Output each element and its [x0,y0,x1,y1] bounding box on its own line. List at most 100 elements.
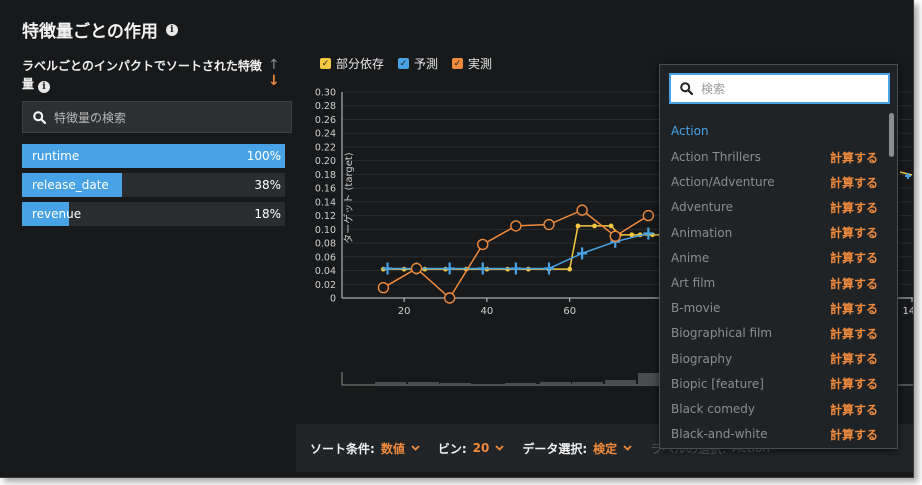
y-tick-label: 0.28 [315,101,336,112]
y-tick-label: 0.20 [315,156,336,167]
dropdown-item-label: Art film [671,276,716,290]
data-point-actual [576,204,588,216]
dropdown-item[interactable]: Action/Adventure 計算する [671,172,886,192]
dropdown-item-label: Biography [671,351,733,366]
feature-row[interactable]: release_date 38% [22,173,285,197]
y-tick-label: 0 [330,294,336,305]
legend-label: 実測 [468,57,493,71]
data-point-partial-dependence [575,223,581,229]
dropdown-item[interactable]: Art film 計算する [671,273,886,293]
legend-item[interactable]: ✓ 実測 [452,55,492,72]
data-selection-control[interactable]: データ選択: 検定 [522,440,632,457]
label-search-placeholder: 検索 [701,82,726,96]
sort-descending-icon[interactable]: ↓ [268,73,280,89]
dropdown-item[interactable]: Biography 計算する [671,349,886,369]
legend-label: 予測 [414,57,439,71]
data-point-predicted [382,262,393,275]
histogram-bar [605,380,636,385]
compute-link[interactable]: 計算する [829,427,878,442]
dropdown-item-label: Black-and-white [671,427,768,442]
x-tick-label: 20 [398,306,411,317]
dropdown-item-label: Biographical film [671,326,773,341]
sort-description-text: ラベルごとのインパクトでソートされた特徴量 [22,59,262,91]
search-icon [680,82,693,95]
histogram-bar [572,382,603,385]
data-point-partial-dependence [608,223,614,229]
dropdown-item[interactable]: B-movie 計算する [671,298,886,318]
page-title: 特徴量ごとの作用 i [22,17,178,42]
data-point-predicted [477,262,488,275]
data-point-actual [477,238,489,251]
compute-link[interactable]: 計算する [829,301,878,316]
sort-control-value: 数値 [380,441,405,456]
compute-link[interactable]: 計算する [829,175,878,190]
data-point-actual [510,220,522,232]
dropdown-item[interactable]: Animation 計算する [671,223,886,243]
info-icon[interactable]: i [38,81,51,93]
info-icon[interactable]: i [165,23,178,36]
dropdown-item-label: Animation [671,225,733,240]
feature-search-input[interactable]: 特徴量の検索 [22,101,292,133]
dropdown-item[interactable]: Biopic [feature] 計算する [671,374,886,394]
y-tick-label: 0.14 [315,197,336,208]
sort-control-label: ソート条件: [310,441,375,456]
dropdown-item[interactable]: Black-and-white 計算する [671,424,886,444]
legend-item[interactable]: ✓ 部分依存 [320,55,384,72]
compute-link[interactable]: 計算する [829,352,878,367]
label-dropdown: 検索 Action Action Thrillers 計算する Action/Adv… [659,64,898,449]
series-line-partial-dependence-continued [899,171,913,176]
feature-impact-bar [22,173,122,197]
dropdown-item[interactable]: Black comedy 計算する [671,399,886,419]
data-point-actual [642,209,655,222]
feature-name: runtime [32,149,80,163]
x-tick-label: 60 [563,306,576,317]
y-tick-label: 0.26 [315,115,336,126]
bin-control[interactable]: ビン: 20 [438,440,505,457]
feature-name: release_date [32,178,109,192]
histogram-bar [540,382,571,385]
data-point-predicted [544,262,554,275]
dropdown-item[interactable]: Anime 計算する [671,248,886,268]
feature-row[interactable]: runtime 100% [22,144,285,168]
dropdown-item-label: Biopic [feature] [671,376,764,391]
x-tick-label: 140 [902,306,914,317]
bin-control-value: 20 [472,441,490,455]
data-selection-value: 検定 [593,441,618,456]
search-icon [33,110,46,124]
feature-impact-bar [22,202,70,226]
sort-ascending-icon[interactable]: ↑ [268,57,280,73]
histogram-bar [375,382,406,385]
y-tick-label: 0.16 [315,184,336,195]
compute-link[interactable]: 計算する [829,251,878,266]
chevron-down-icon [623,445,632,451]
compute-link[interactable]: 計算する [829,402,878,417]
label-search-input[interactable]: 検索 [669,73,890,104]
compute-link[interactable]: 計算する [829,326,878,341]
y-tick-label: 0.10 [315,225,336,236]
histogram-bar [440,383,471,385]
legend-label: 部分依存 [336,57,385,71]
y-tick-label: 0.24 [315,129,336,140]
dropdown-item[interactable]: Action Thrillers 計算する [671,147,886,167]
compute-link[interactable]: 計算する [829,377,878,392]
feature-row[interactable]: revenue 18% [22,202,285,226]
dropdown-item[interactable]: Biographical film 計算する [671,323,886,343]
data-point-actual [609,230,621,242]
compute-link[interactable]: 計算する [829,150,878,165]
data-point-predicted [643,227,654,240]
dropdown-item[interactable]: Adventure 計算する [671,197,886,217]
legend-item[interactable]: ✓ 予測 [398,55,438,72]
page-title-text: 特徴量ごとの作用 [22,22,158,42]
series-line-predicted [387,232,649,270]
dropdown-item-label: Action/Adventure [671,175,775,190]
compute-link[interactable]: 計算する [829,200,878,215]
search-placeholder: 特徴量の検索 [54,110,127,125]
dropdown-item-label: Black comedy [671,402,756,416]
compute-link[interactable]: 計算する [829,276,878,291]
data-point-partial-dependence [629,232,635,238]
dropdown-scrollbar[interactable] [889,113,894,157]
dropdown-item-selected[interactable]: Action [671,121,886,141]
compute-link[interactable]: 計算する [829,226,878,241]
sort-control[interactable]: ソート条件: 数値 [310,440,420,457]
y-tick-label: 0.06 [315,252,336,263]
